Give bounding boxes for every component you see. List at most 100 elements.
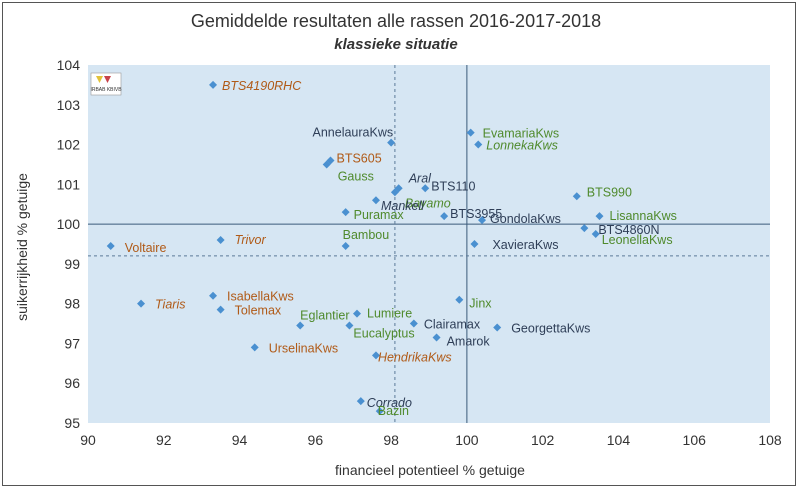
axis-ticks: 90 92 94 96 98 100 102 104 106 108 95 96 97 98 99 100 10… — [57, 57, 782, 448]
logo-yellow-icon — [96, 76, 103, 83]
x-tick-label: 98 — [383, 432, 399, 448]
data-point-label: Bayamo — [405, 196, 451, 210]
y-tick-label: 97 — [64, 335, 80, 351]
data-point-label: Jinx — [469, 297, 492, 311]
data-point-label: XavieraKws — [492, 238, 558, 252]
y-tick-label: 98 — [64, 296, 80, 312]
data-point-marker — [470, 240, 479, 248]
data-point-label: Gauss — [338, 169, 374, 183]
data-point-marker — [137, 299, 146, 308]
data-point-marker — [209, 291, 218, 300]
data-point-label: Voltaire — [125, 241, 167, 255]
data-point-label: BTS110 — [431, 179, 475, 193]
x-tick-label: 106 — [683, 432, 707, 448]
data-point-marker — [580, 224, 589, 233]
data-point-label: Eucalyptus — [353, 327, 414, 341]
data-point-label: Eglantier — [300, 309, 349, 323]
data-point-label: Corrado — [367, 396, 412, 410]
data-point-label: GondolaKws — [490, 212, 561, 226]
data-point-marker — [345, 321, 354, 330]
data-point-label: EvamariaKws — [483, 127, 559, 141]
y-tick-label: 96 — [64, 375, 80, 391]
data-point-label: GeorgettaKws — [511, 322, 590, 336]
data-point-marker — [591, 230, 600, 239]
data-point-label: AnnelauraKws — [313, 126, 394, 140]
data-point-marker — [409, 319, 418, 328]
x-axis-label: financieel potentieel % getuige — [335, 462, 525, 478]
x-tick-label: 102 — [531, 432, 555, 448]
data-point-marker — [209, 80, 218, 89]
x-tick-label: 104 — [607, 432, 631, 448]
data-point-marker — [341, 241, 350, 250]
data-point-marker — [353, 309, 362, 318]
data-point-label: BTS605 — [336, 151, 381, 165]
irbab-logo: IRBAB KBIVB — [90, 72, 122, 96]
data-point-label: HendrikaKws — [378, 350, 452, 364]
y-tick-label: 102 — [57, 137, 81, 153]
y-tick-label: 103 — [57, 97, 81, 113]
data-point-label: Tolemax — [235, 304, 282, 318]
data-point-marker — [390, 188, 399, 197]
data-point-label: Bambou — [343, 228, 390, 242]
data-point-marker — [341, 208, 350, 217]
data-point-label: BTS990 — [587, 185, 632, 199]
data-point-label: BTS4860N — [598, 223, 659, 237]
plot-area — [88, 65, 770, 423]
data-point-marker — [595, 212, 604, 221]
chart-subtitle: klassieke situatie — [334, 36, 457, 53]
y-tick-label: 95 — [64, 415, 80, 431]
chart-frame: Gemiddelde resultaten alle rassen 2016-2… — [2, 2, 796, 486]
data-point-marker — [216, 305, 225, 314]
data-point-marker — [466, 128, 475, 137]
data-point-label: UrselinaKws — [269, 341, 338, 355]
data-point-marker — [106, 241, 115, 250]
data-point-marker — [478, 216, 487, 225]
data-point-label: Puramax — [354, 208, 405, 222]
data-point-marker — [250, 343, 259, 352]
y-tick-label: 100 — [57, 216, 81, 232]
data-point-label: Aral — [408, 171, 432, 185]
data-point-label: BTS4190RHC — [222, 79, 302, 93]
data-point-label: Mankell — [381, 199, 425, 213]
data-point-label: LonnekaKws — [486, 139, 558, 153]
data-point-label: BTS3955 — [450, 207, 502, 221]
logo-red-icon — [104, 76, 111, 83]
data-point-label: Trivor — [235, 233, 267, 247]
data-point-marker — [296, 321, 305, 330]
data-point-marker — [375, 407, 384, 416]
data-point-label: LeonellaKws — [602, 233, 673, 247]
x-tick-label: 90 — [80, 432, 96, 448]
data-point-marker — [322, 160, 331, 169]
data-point-marker — [216, 236, 225, 245]
data-point-marker — [356, 397, 365, 406]
y-tick-label: 101 — [57, 176, 81, 192]
x-tick-label: 92 — [156, 432, 172, 448]
chart-title: Gemiddelde resultaten alle rassen 2016-2… — [191, 11, 601, 31]
data-point-label: Lumiere — [367, 307, 412, 321]
data-point-marker — [440, 212, 449, 221]
y-tick-label: 104 — [57, 57, 81, 73]
reference-lines — [88, 65, 770, 423]
x-tick-label: 108 — [758, 432, 782, 448]
scatter-chart: Gemiddelde resultaten alle rassen 2016-2… — [14, 11, 782, 478]
data-point-marker — [432, 333, 441, 342]
data-point-label: IsabellaKws — [227, 290, 294, 304]
data-point-label: Clairamax — [424, 318, 481, 332]
data-point-marker — [455, 295, 464, 304]
data-point-marker — [572, 192, 581, 201]
data-point-marker — [474, 140, 483, 149]
y-tick-label: 99 — [64, 256, 80, 272]
data-point-marker — [387, 138, 396, 147]
x-tick-label: 100 — [455, 432, 479, 448]
x-tick-label: 94 — [232, 432, 248, 448]
data-points: BTS4190RHC AnnelauraKws EvamariaKwsLonneka… — [106, 79, 677, 418]
data-point-marker — [371, 351, 380, 360]
data-point-marker — [421, 184, 430, 193]
data-point-marker — [371, 196, 380, 205]
data-point-marker — [493, 323, 502, 332]
data-point-label: Bazin — [378, 404, 409, 418]
data-point-label: Tiaris — [155, 298, 185, 312]
data-point-label: LisannaKws — [610, 209, 677, 223]
logo-text: IRBAB KBIVB — [90, 87, 122, 93]
x-tick-label: 96 — [308, 432, 324, 448]
